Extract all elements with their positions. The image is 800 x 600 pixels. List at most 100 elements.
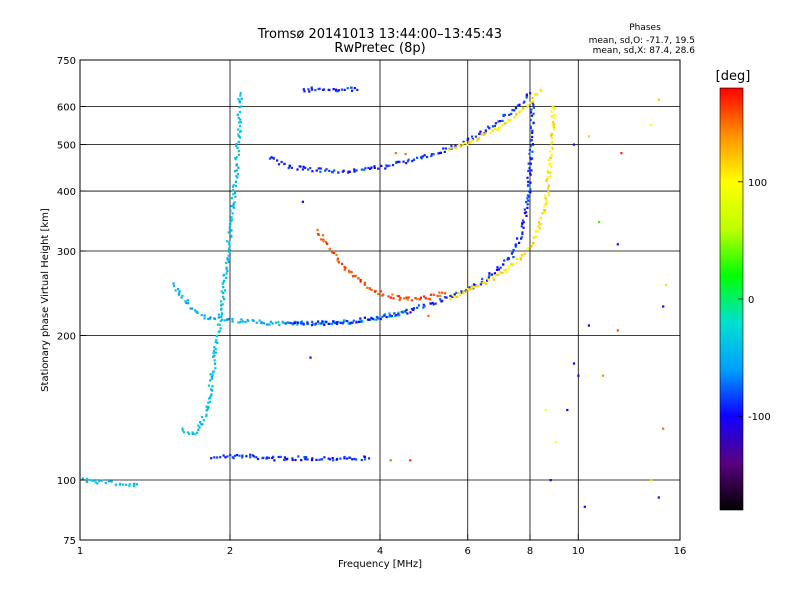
data-point bbox=[125, 483, 128, 486]
data-point bbox=[233, 170, 237, 173]
data-point bbox=[523, 100, 526, 103]
data-point bbox=[355, 458, 358, 461]
data-point bbox=[239, 321, 242, 324]
data-point bbox=[470, 287, 473, 290]
data-point bbox=[209, 379, 212, 382]
data-point bbox=[208, 317, 211, 320]
data-point bbox=[229, 453, 232, 457]
data-point bbox=[449, 294, 452, 297]
data-point bbox=[453, 293, 456, 296]
data-point bbox=[566, 408, 569, 412]
data-point bbox=[451, 294, 454, 297]
data-point bbox=[219, 456, 222, 459]
data-point bbox=[552, 105, 555, 108]
data-point bbox=[240, 97, 243, 100]
data-point bbox=[393, 312, 396, 315]
data-point bbox=[336, 457, 339, 461]
data-point bbox=[410, 299, 414, 302]
data-point bbox=[583, 505, 586, 508]
data-point bbox=[406, 160, 409, 163]
x-tick-label: 4 bbox=[377, 546, 383, 557]
data-point bbox=[300, 322, 303, 325]
stats-line-o: mean, sd,O: -71.7, 19.5 bbox=[589, 36, 695, 46]
data-point bbox=[221, 318, 224, 321]
data-point bbox=[526, 194, 529, 197]
data-point bbox=[325, 168, 328, 171]
data-point bbox=[96, 482, 99, 485]
data-point bbox=[215, 339, 218, 342]
data-point bbox=[355, 321, 358, 324]
data-point bbox=[207, 384, 211, 387]
data-point bbox=[553, 114, 556, 117]
data-point bbox=[431, 301, 434, 305]
data-point bbox=[478, 132, 481, 136]
data-point bbox=[239, 121, 242, 124]
data-point bbox=[549, 162, 552, 165]
data-point bbox=[509, 118, 512, 121]
data-point bbox=[235, 454, 239, 457]
data-point bbox=[307, 88, 310, 91]
data-point bbox=[527, 199, 530, 202]
data-point bbox=[545, 201, 548, 205]
data-point bbox=[477, 285, 480, 288]
data-point bbox=[529, 188, 532, 191]
data-point bbox=[328, 169, 331, 172]
data-point bbox=[233, 454, 236, 457]
data-point bbox=[531, 150, 534, 153]
data-point bbox=[234, 158, 237, 161]
data-point bbox=[455, 147, 458, 150]
data-point bbox=[182, 431, 186, 434]
data-point bbox=[234, 180, 237, 183]
data-point bbox=[213, 317, 217, 320]
data-point bbox=[496, 128, 499, 131]
data-point bbox=[301, 200, 304, 203]
data-point bbox=[216, 323, 219, 326]
data-point bbox=[544, 203, 547, 206]
data-point bbox=[521, 222, 524, 225]
data-point bbox=[544, 408, 547, 412]
data-point bbox=[423, 295, 426, 298]
data-point bbox=[194, 309, 197, 312]
data-point bbox=[530, 169, 533, 172]
data-point bbox=[525, 93, 528, 96]
data-point bbox=[177, 287, 180, 291]
data-point bbox=[277, 455, 280, 459]
data-point bbox=[550, 165, 553, 169]
data-point bbox=[244, 321, 247, 324]
data-point bbox=[479, 130, 482, 133]
data-point bbox=[550, 110, 553, 113]
data-point bbox=[216, 341, 219, 344]
data-point bbox=[93, 479, 96, 482]
data-point bbox=[284, 322, 287, 325]
x-tick-label: 1 bbox=[77, 546, 83, 557]
data-point bbox=[228, 247, 231, 250]
data-point bbox=[528, 172, 532, 175]
data-point bbox=[491, 125, 494, 128]
data-point bbox=[468, 288, 472, 291]
data-point bbox=[533, 93, 536, 96]
data-point bbox=[529, 92, 532, 95]
data-point bbox=[521, 254, 524, 257]
data-point bbox=[382, 314, 385, 317]
data-point bbox=[230, 234, 233, 237]
data-point bbox=[444, 147, 447, 150]
data-point bbox=[474, 135, 477, 138]
data-point bbox=[382, 293, 385, 296]
data-point bbox=[222, 286, 225, 289]
data-point bbox=[662, 305, 665, 308]
data-point bbox=[321, 234, 325, 237]
data-point bbox=[487, 125, 490, 128]
data-point bbox=[525, 94, 528, 97]
data-point bbox=[234, 157, 237, 160]
data-point bbox=[320, 458, 323, 461]
data-point bbox=[338, 321, 341, 324]
data-point bbox=[526, 176, 529, 179]
data-point bbox=[265, 457, 268, 460]
data-point bbox=[520, 225, 523, 228]
data-point bbox=[223, 289, 227, 292]
data-point bbox=[337, 89, 340, 92]
data-point bbox=[277, 321, 280, 324]
data-point bbox=[456, 295, 459, 298]
data-point bbox=[287, 167, 290, 170]
data-point bbox=[404, 152, 407, 156]
